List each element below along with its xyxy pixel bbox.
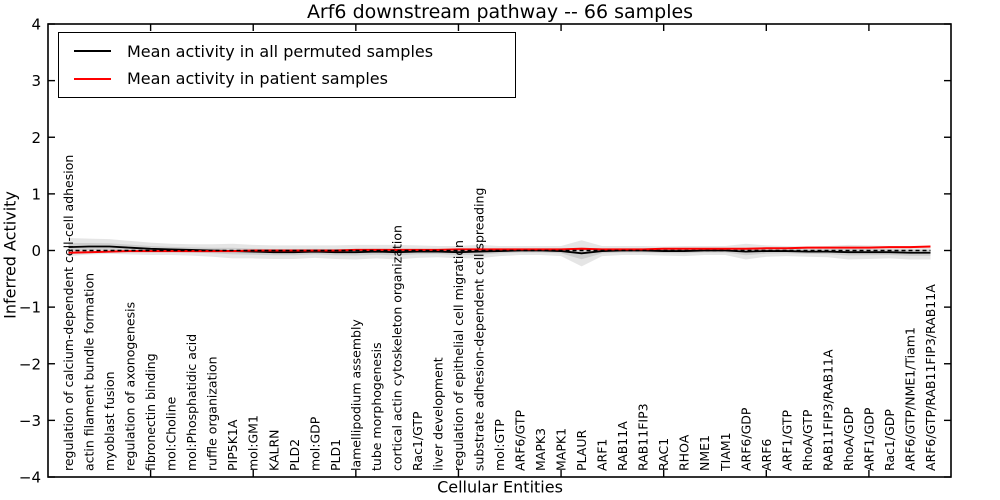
- x-tick-label: ARF6/GTP/RAB11FIP3/RAB11A: [923, 284, 938, 471]
- x-tick-label: Rac1/GDP: [882, 409, 897, 471]
- legend-entry-permuted: Mean activity in all permuted samples: [74, 42, 515, 61]
- x-tick-label: mol:Phosphatidic acid: [184, 334, 199, 471]
- x-tick-label: Rac1/GTP: [410, 411, 425, 471]
- legend-label-patient: Mean activity in patient samples: [127, 69, 388, 89]
- y-tick-label: 4: [31, 16, 41, 34]
- x-tick-label: ARF1: [595, 439, 610, 471]
- red-line-swatch: [74, 77, 111, 80]
- x-tick-label: mol:GM1: [246, 415, 261, 471]
- x-tick-label: ARF1/GDP: [861, 407, 876, 471]
- x-tick-label: RAC1: [656, 438, 671, 471]
- x-tick-label: PIP5K1A: [225, 419, 240, 471]
- y-tick-label: −3: [19, 412, 41, 430]
- y-tick-label: −4: [19, 469, 41, 487]
- x-tick-label: myoblast fusion: [102, 371, 117, 471]
- x-tick-label: lamellipodium assembly: [348, 319, 363, 471]
- chart-title: Arf6 downstream pathway -- 66 samples: [306, 1, 694, 23]
- x-tick-label: RAB11FIP3: [636, 403, 651, 471]
- x-tick-label: RAB11FIP3/RAB11A: [820, 349, 835, 471]
- x-tick-label: TIAM1: [718, 432, 733, 472]
- x-axis-label: Cellular Entities: [437, 477, 563, 497]
- y-tick-label: 3: [31, 72, 41, 90]
- x-tick-label: ARF6/GTP: [513, 410, 528, 471]
- x-tick-label: RhoA/GTP: [800, 409, 815, 471]
- x-tick-label: MAPK1: [554, 428, 569, 471]
- x-tick-label: ARF6: [759, 439, 774, 471]
- x-tick-label: actin filament bundle formation: [82, 273, 97, 471]
- x-tick-label: mol:Choline: [164, 396, 179, 471]
- x-tick-label: mol:GDP: [307, 416, 322, 471]
- x-tick-label: RAB11A: [615, 421, 630, 471]
- x-tick-label: mol:GTP: [492, 419, 507, 471]
- x-tick-label: tube morphogenesis: [369, 342, 384, 471]
- x-tick-label: regulation of epithelial cell migration: [451, 240, 466, 471]
- x-tick-label: fibronectin binding: [143, 353, 158, 471]
- x-tick-label: PLD2: [287, 439, 302, 471]
- y-tick-label: 1: [31, 185, 41, 203]
- legend-entry-patient: Mean activity in patient samples: [74, 69, 515, 88]
- legend: Mean activity in all permuted samples Me…: [58, 32, 516, 98]
- black-line-swatch: [74, 50, 111, 53]
- y-tick-label: 2: [31, 129, 41, 147]
- y-tick-label: 0: [31, 242, 41, 260]
- x-tick-label: ARF6/GDP: [738, 407, 753, 471]
- x-tick-label: ruffle organization: [205, 356, 220, 471]
- y-tick-label: −2: [19, 355, 41, 373]
- x-tick-label: ARF1/GTP: [779, 410, 794, 471]
- x-tick-label: MAPK3: [533, 428, 548, 471]
- x-tick-label: RhoA/GDP: [841, 407, 856, 471]
- x-tick-label: PLD1: [328, 439, 343, 471]
- x-tick-label: regulation of axonogenesis: [123, 302, 138, 471]
- x-tick-label: KALRN: [266, 429, 281, 471]
- x-tick-label: NME1: [697, 435, 712, 471]
- x-tick-label: RHOA: [677, 434, 692, 471]
- x-tick-label: liver development: [430, 357, 445, 471]
- x-tick-label: regulation of calcium-dependent cell-cel…: [61, 155, 76, 471]
- legend-label-permuted: Mean activity in all permuted samples: [127, 41, 434, 61]
- confidence-band-outer: [68, 238, 931, 267]
- x-tick-label: ARF6/GTP/NME1/Tiam1: [902, 327, 917, 471]
- y-tick-label: −1: [19, 299, 41, 317]
- x-tick-label: substrate adhesion-dependent cell spread…: [471, 188, 486, 471]
- x-tick-label: PLAUR: [574, 430, 589, 471]
- x-tick-label: cortical actin cytoskeleton organization: [389, 225, 404, 471]
